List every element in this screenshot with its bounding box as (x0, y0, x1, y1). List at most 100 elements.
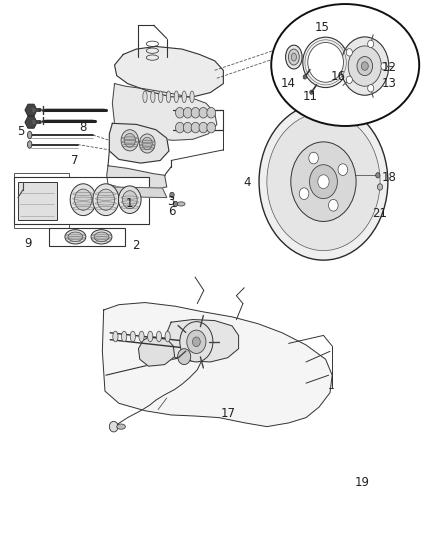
Ellipse shape (143, 91, 147, 103)
Circle shape (184, 122, 192, 133)
Ellipse shape (174, 91, 179, 103)
Polygon shape (110, 123, 169, 163)
Ellipse shape (65, 230, 86, 244)
Polygon shape (102, 303, 332, 426)
Circle shape (199, 122, 208, 133)
Circle shape (318, 175, 329, 189)
Ellipse shape (271, 4, 419, 126)
Circle shape (376, 173, 380, 178)
Ellipse shape (177, 202, 185, 206)
Circle shape (207, 108, 215, 118)
Text: 16: 16 (330, 70, 345, 83)
Ellipse shape (159, 91, 163, 103)
Bar (14, 173, 69, 228)
Polygon shape (107, 166, 167, 190)
Text: 6: 6 (168, 205, 176, 219)
Polygon shape (25, 116, 37, 128)
Ellipse shape (151, 91, 155, 103)
Ellipse shape (166, 91, 171, 103)
Ellipse shape (288, 49, 299, 65)
Ellipse shape (156, 331, 162, 342)
Ellipse shape (182, 91, 186, 103)
Circle shape (173, 201, 178, 207)
Ellipse shape (28, 131, 32, 139)
Ellipse shape (130, 331, 135, 342)
Circle shape (346, 49, 352, 56)
Text: 15: 15 (315, 21, 330, 35)
Text: 4: 4 (244, 176, 251, 189)
Circle shape (122, 191, 137, 209)
Circle shape (176, 108, 184, 118)
Circle shape (70, 184, 96, 216)
Circle shape (199, 108, 208, 118)
Circle shape (184, 108, 192, 118)
Text: 18: 18 (382, 171, 397, 184)
Text: 19: 19 (355, 477, 370, 489)
Circle shape (74, 189, 92, 211)
Circle shape (361, 62, 368, 70)
Polygon shape (25, 104, 37, 116)
Circle shape (191, 122, 200, 133)
Circle shape (118, 186, 141, 214)
Circle shape (191, 108, 200, 118)
Circle shape (192, 337, 200, 346)
Bar (49, 228, 125, 246)
Circle shape (142, 138, 152, 150)
Ellipse shape (121, 331, 127, 342)
Ellipse shape (28, 141, 32, 148)
Circle shape (170, 192, 174, 198)
Circle shape (124, 133, 135, 147)
Ellipse shape (117, 424, 125, 429)
Circle shape (367, 85, 374, 92)
Ellipse shape (165, 331, 170, 342)
Circle shape (97, 189, 115, 211)
Circle shape (187, 330, 206, 353)
Circle shape (303, 75, 307, 79)
Ellipse shape (190, 91, 194, 103)
Ellipse shape (94, 232, 109, 241)
Text: 14: 14 (281, 77, 296, 90)
Polygon shape (110, 187, 167, 198)
Circle shape (378, 184, 383, 190)
Text: 7: 7 (71, 154, 78, 167)
Circle shape (357, 56, 373, 76)
Text: 13: 13 (381, 77, 396, 90)
Ellipse shape (113, 331, 118, 342)
Text: 12: 12 (381, 61, 396, 74)
Polygon shape (113, 84, 217, 140)
Text: 8: 8 (80, 121, 87, 134)
Ellipse shape (148, 331, 153, 342)
Text: 9: 9 (25, 237, 32, 250)
Circle shape (346, 76, 352, 84)
Circle shape (291, 142, 356, 221)
Bar (14, 177, 149, 224)
Circle shape (310, 165, 337, 199)
Circle shape (338, 164, 348, 175)
Text: 17: 17 (220, 407, 235, 421)
Ellipse shape (291, 53, 297, 61)
Text: 1: 1 (126, 197, 134, 211)
Circle shape (121, 130, 138, 151)
Bar (18, 182, 57, 220)
Circle shape (207, 122, 215, 133)
Polygon shape (138, 336, 175, 366)
Circle shape (299, 188, 309, 199)
Ellipse shape (286, 45, 302, 69)
Circle shape (176, 122, 184, 133)
Circle shape (381, 62, 387, 70)
Circle shape (180, 321, 213, 362)
Circle shape (328, 199, 338, 211)
Circle shape (139, 134, 155, 153)
Circle shape (267, 113, 380, 251)
Circle shape (341, 37, 389, 95)
Circle shape (178, 349, 191, 365)
Polygon shape (115, 46, 223, 97)
Text: 5: 5 (17, 125, 25, 138)
Ellipse shape (68, 232, 83, 241)
Circle shape (310, 90, 313, 94)
Text: 21: 21 (372, 207, 387, 220)
Circle shape (110, 421, 118, 432)
Ellipse shape (139, 331, 144, 342)
Ellipse shape (303, 37, 349, 87)
Text: 2: 2 (133, 239, 140, 252)
